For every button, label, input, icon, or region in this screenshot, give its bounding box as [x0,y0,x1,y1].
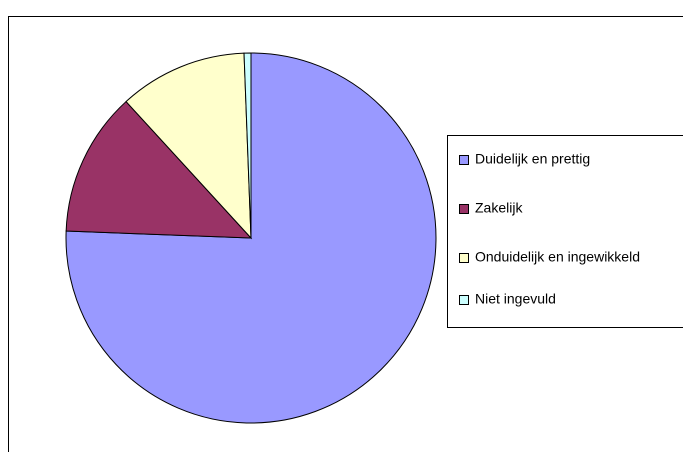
legend-swatch [459,204,469,214]
legend-label: Zakelijk [475,200,523,216]
legend-swatch [459,155,469,165]
pie-slice [125,52,252,240]
legend-label: Niet ingevuld [475,291,556,307]
pie-slice [65,100,253,239]
pie [65,52,437,424]
pie-slice [243,52,252,239]
legend-label: Onduidelijk en ingewikkeld [475,249,640,265]
legend-swatch [459,295,469,305]
legend: Duidelijk en prettig Zakelijk Onduidelijk … [459,151,640,307]
legend-swatch [459,253,469,263]
legend-box [447,135,683,328]
legend-label: Duidelijk en prettig [475,151,590,167]
